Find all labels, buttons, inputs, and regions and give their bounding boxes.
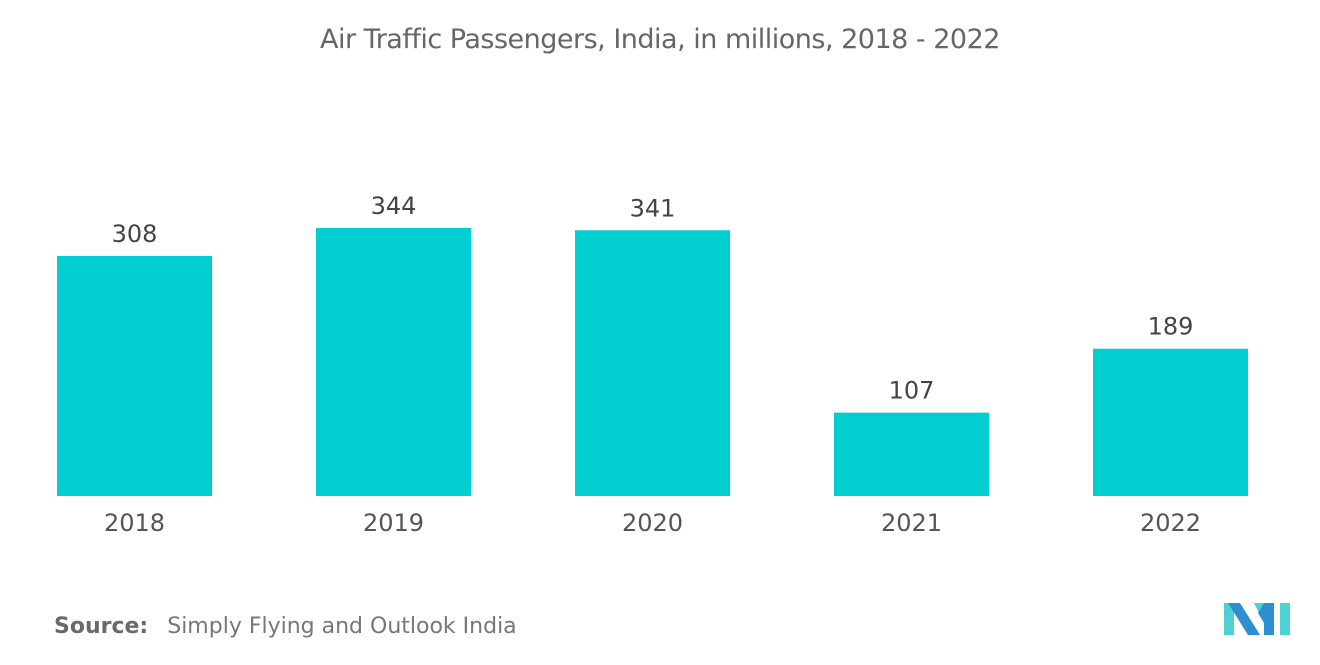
chart-title: Air Traffic Passengers, India, in millio…	[320, 24, 1000, 55]
logo-part-5	[1280, 603, 1290, 635]
bar-chart: 308 344 341 107 189 2018 2019 2020 2021 2022	[57, 192, 1248, 537]
source-label: Source:	[54, 614, 149, 639]
value-label-2021: 107	[889, 377, 935, 405]
mordor-intelligence-logo-icon	[1224, 603, 1290, 635]
bar-2021	[834, 412, 989, 496]
value-label-2018: 308	[112, 220, 158, 248]
x-tick-label-2018: 2018	[104, 509, 165, 537]
x-tick-label-2022: 2022	[1140, 509, 1201, 537]
value-label-2019: 344	[371, 192, 417, 220]
source-text: Simply Flying and Outlook India	[167, 614, 517, 639]
value-labels-group: 308 344 341 107 189	[112, 192, 1194, 405]
source-note: Source: Simply Flying and Outlook India	[54, 614, 517, 639]
x-tick-label-2020: 2020	[622, 509, 683, 537]
bar-2020	[575, 230, 730, 497]
x-tick-label-2021: 2021	[881, 509, 942, 537]
bar-2022	[1093, 348, 1248, 496]
logo-part-1	[1224, 603, 1234, 635]
x-axis-labels-group: 2018 2019 2020 2021 2022	[104, 509, 1201, 537]
bar-2019	[316, 227, 471, 496]
bars-group	[57, 227, 1248, 497]
logo-part-4	[1258, 603, 1274, 635]
logo-part-2	[1228, 603, 1260, 635]
value-label-2020: 341	[630, 194, 676, 222]
x-tick-label-2019: 2019	[363, 509, 424, 537]
value-label-2022: 189	[1148, 313, 1194, 341]
bar-2018	[57, 256, 212, 496]
